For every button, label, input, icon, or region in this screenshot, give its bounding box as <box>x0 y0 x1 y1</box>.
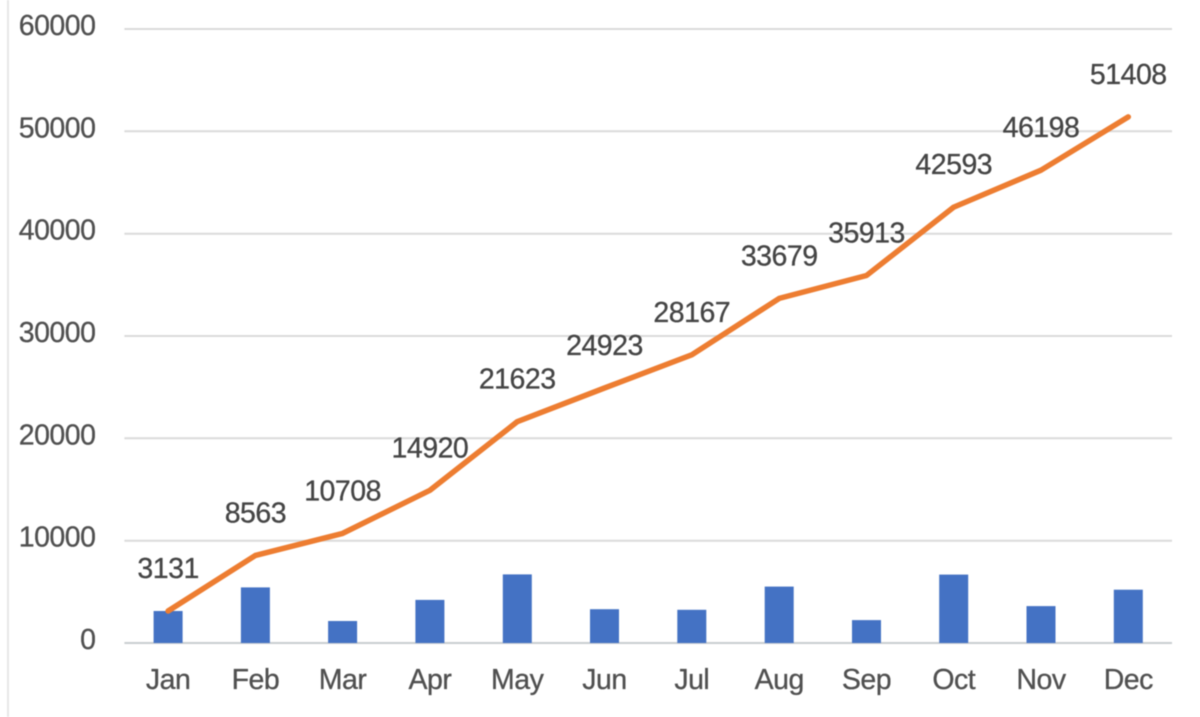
svg-text:42593: 42593 <box>915 149 992 181</box>
svg-text:14920: 14920 <box>392 432 469 464</box>
svg-text:May: May <box>491 664 545 696</box>
svg-text:Jun: Jun <box>582 664 626 696</box>
svg-text:28167: 28167 <box>653 297 730 329</box>
svg-text:8563: 8563 <box>225 497 286 529</box>
svg-text:51408: 51408 <box>1090 59 1167 91</box>
svg-text:Aug: Aug <box>755 664 804 696</box>
svg-text:21623: 21623 <box>479 364 556 396</box>
svg-text:Sep: Sep <box>842 664 891 696</box>
svg-text:30000: 30000 <box>19 317 96 349</box>
svg-text:3131: 3131 <box>137 553 198 585</box>
svg-text:Mar: Mar <box>319 664 368 696</box>
svg-text:40000: 40000 <box>19 215 96 247</box>
svg-text:0: 0 <box>80 624 95 656</box>
svg-text:Apr: Apr <box>408 664 452 696</box>
svg-text:Feb: Feb <box>232 664 280 696</box>
svg-text:10708: 10708 <box>304 475 381 507</box>
svg-text:20000: 20000 <box>19 419 96 451</box>
svg-text:46198: 46198 <box>1003 112 1080 144</box>
svg-text:Jul: Jul <box>674 664 709 696</box>
svg-text:Nov: Nov <box>1016 664 1066 696</box>
svg-text:Dec: Dec <box>1104 664 1153 696</box>
svg-text:60000: 60000 <box>19 10 96 42</box>
svg-text:10000: 10000 <box>19 522 96 554</box>
svg-text:35913: 35913 <box>828 218 905 250</box>
svg-text:24923: 24923 <box>566 330 643 362</box>
svg-text:Oct: Oct <box>932 664 975 696</box>
svg-text:33679: 33679 <box>741 240 818 272</box>
svg-text:50000: 50000 <box>19 112 96 144</box>
svg-text:Jan: Jan <box>146 664 190 696</box>
